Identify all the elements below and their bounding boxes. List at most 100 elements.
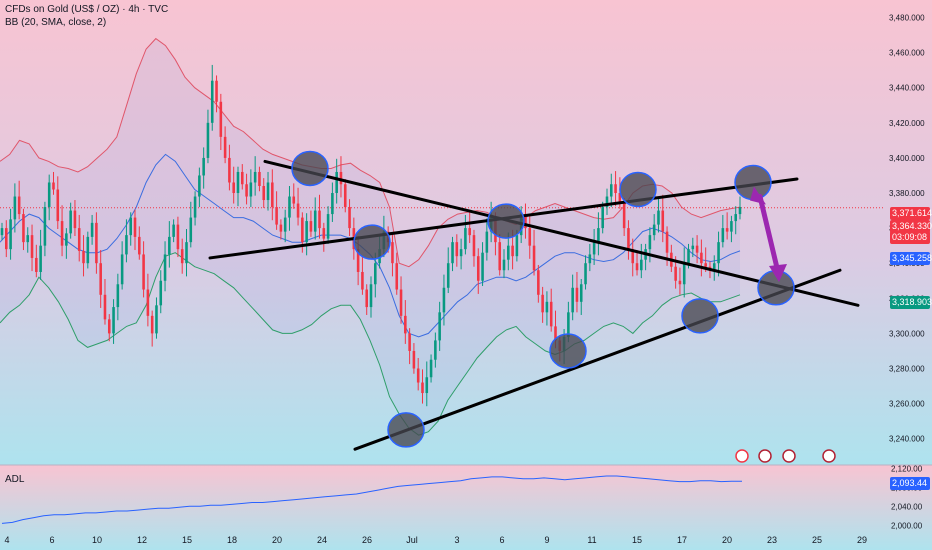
candle-body: [631, 249, 635, 264]
candle-body: [146, 289, 150, 316]
candle-body: [95, 222, 98, 264]
candle-body: [17, 196, 21, 215]
y-tick-label: 3,240.000: [889, 435, 925, 444]
candle-body: [60, 221, 64, 246]
touch-point-marker: [681, 298, 719, 334]
candle-body: [5, 228, 8, 250]
candle-body: [107, 319, 111, 334]
candle-body: [0, 228, 4, 236]
touch-point-marker: [487, 203, 525, 239]
y-tick-label: 3,380.000: [889, 189, 925, 198]
candle-body: [138, 236, 141, 255]
candle-body: [155, 305, 158, 334]
candle-body: [579, 284, 583, 302]
candle-body: [524, 214, 527, 229]
candle-body: [485, 231, 489, 253]
candle-body: [223, 136, 227, 158]
candle-body: [262, 186, 266, 201]
x-tick-label: 17: [677, 535, 687, 545]
candle-body: [202, 157, 205, 176]
candle-body: [434, 340, 437, 360]
candle-body: [52, 182, 55, 190]
candle-body: [682, 263, 686, 285]
candle-body: [86, 236, 90, 264]
x-tick-label: 25: [812, 535, 822, 545]
touch-point-marker: [353, 224, 391, 260]
candle-body: [142, 254, 145, 290]
candle-body: [326, 214, 330, 239]
candle-body: [163, 254, 167, 281]
candle-body: [614, 184, 617, 194]
candle-body: [318, 210, 321, 229]
candle-body: [502, 259, 506, 271]
y-tick-label: 3,280.000: [889, 364, 925, 373]
candle-body: [459, 249, 463, 257]
countdown-tag: 03:09:08: [890, 231, 930, 244]
candle-body: [253, 171, 257, 183]
candle-body: [605, 196, 609, 208]
candle-body: [9, 219, 12, 250]
candle-body: [189, 217, 193, 243]
candle-body: [228, 157, 231, 183]
candle-body: [232, 182, 235, 194]
bb-lower-tag: 3,318.903: [890, 296, 932, 309]
candle-body: [472, 235, 476, 257]
x-tick-label: 23: [767, 535, 777, 545]
candle-body: [22, 214, 25, 243]
candle-body: [421, 382, 424, 394]
bb-basis-tag: 3,345.258: [890, 252, 932, 265]
candle-body: [82, 250, 85, 264]
candle-body: [159, 280, 163, 306]
x-tick-label: 3: [454, 535, 459, 545]
touch-point-marker: [387, 412, 425, 448]
candle-body: [283, 217, 287, 232]
candle-body: [35, 257, 38, 272]
candle-body: [627, 228, 630, 250]
candle-body: [215, 80, 218, 102]
adl-line: [1, 475, 742, 524]
candle-body: [661, 210, 665, 232]
candle-body: [687, 249, 690, 264]
candle-body: [245, 184, 248, 197]
candle-body: [451, 242, 454, 264]
candle-body: [335, 171, 338, 194]
candle-body: [528, 228, 532, 246]
candle-body: [309, 221, 313, 232]
candle-body: [678, 280, 682, 285]
candle-body: [185, 242, 188, 264]
candle-body: [13, 196, 17, 220]
candle-body: [425, 377, 429, 394]
candle-body: [193, 196, 197, 218]
x-tick-label: 20: [722, 535, 732, 545]
candle-body: [292, 196, 296, 204]
projection-arrow-head: [769, 264, 787, 283]
candle-body: [592, 242, 596, 255]
candle-body: [99, 263, 102, 295]
bid-price-tag: 3,364.330: [890, 220, 932, 233]
candle-body: [150, 315, 154, 334]
candle-body: [609, 184, 613, 197]
projection-arrow-shaft: [757, 193, 781, 275]
touch-point-marker: [549, 333, 587, 369]
us-flag-icon: [822, 449, 836, 463]
candle-body: [125, 235, 128, 255]
candle-body: [515, 235, 519, 257]
touch-point-marker: [291, 150, 329, 187]
candle-body: [395, 263, 399, 290]
candle-body: [249, 182, 253, 197]
candle-body: [532, 245, 536, 271]
y-tick-label: 3,300.000: [889, 329, 925, 338]
candle-body: [652, 224, 656, 236]
candle-body: [180, 249, 184, 264]
candle-body: [635, 263, 639, 271]
candle-body: [429, 359, 433, 378]
current-price-tag: 3,371.614: [890, 207, 932, 220]
candle-body: [408, 333, 411, 351]
candle-body: [399, 289, 403, 316]
chart-title: CFDs on Gold (US$ / OZ) · 4h · TVC: [5, 4, 169, 15]
candle-body: [721, 228, 725, 243]
candle-body: [56, 189, 60, 222]
candle-body: [343, 184, 347, 208]
candle-body: [476, 256, 480, 281]
